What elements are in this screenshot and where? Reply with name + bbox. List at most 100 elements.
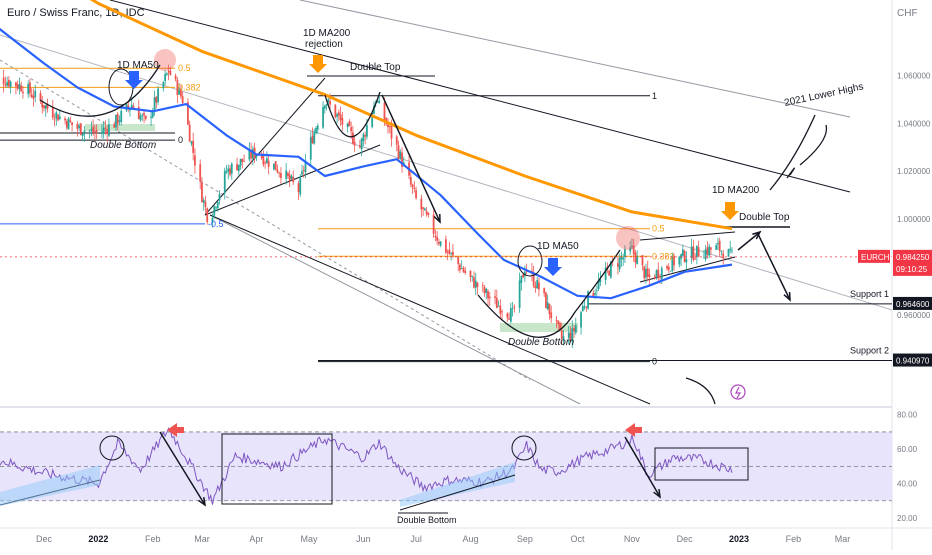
- candle-body: [609, 261, 612, 278]
- rsi-annotation-double-bottom: Double Bottom: [397, 515, 457, 525]
- candle-body: [483, 286, 486, 294]
- candle-body: [494, 296, 496, 298]
- double-bottom-zone-2: [500, 323, 578, 332]
- rsi-line: [0, 427, 733, 505]
- ma50-line: [0, 27, 733, 300]
- candle-body: [353, 141, 356, 146]
- candle-body: [378, 100, 381, 104]
- candle-body: [622, 257, 625, 260]
- x-tick-label: Nov: [624, 534, 641, 544]
- symbol-tag-label: EURCHF: [861, 253, 894, 262]
- candle-body: [206, 208, 209, 222]
- current-price-countdown: 09:10:25: [896, 265, 928, 274]
- rsi-drop-arrow-1-head: [198, 496, 207, 507]
- candle-body: [366, 125, 368, 137]
- candle-body: [241, 158, 244, 162]
- candle-body: [434, 235, 437, 238]
- candle-body: [720, 251, 723, 252]
- candle-body: [22, 91, 24, 94]
- candle-body: [702, 257, 705, 259]
- candle-body: [346, 123, 349, 128]
- candle-body: [518, 280, 521, 308]
- candle-body: [113, 124, 116, 128]
- candle-body: [437, 241, 440, 244]
- candle-body: [64, 118, 66, 121]
- candle-body: [225, 171, 228, 173]
- price-tags: EURCHF 0.984250 09:10:25 0.964600 0.940970: [0, 249, 932, 367]
- candle-body: [659, 276, 661, 278]
- candle-body: [169, 70, 172, 75]
- candle-body: [371, 112, 374, 127]
- candle-body: [671, 255, 674, 271]
- candle-body: [29, 82, 31, 94]
- support-price-tag-label: 0.964600: [896, 300, 930, 309]
- candle-body: [450, 252, 453, 254]
- candle-body: [423, 208, 426, 211]
- candle-body: [229, 168, 231, 175]
- candle-body: [462, 268, 465, 272]
- candle-body: [452, 251, 454, 256]
- drop-arrow-2-head: [783, 291, 791, 302]
- candle-body: [327, 99, 330, 103]
- drop-arrow-1-head: [433, 213, 441, 224]
- candle-body: [678, 256, 681, 265]
- candle-body: [162, 82, 165, 89]
- candle-body: [179, 89, 182, 97]
- candle-body: [53, 119, 56, 121]
- candle-body: [574, 325, 577, 333]
- candle-body: [376, 101, 379, 102]
- rsi-trend-fill-2: [400, 462, 515, 507]
- ma200-down-arrow: [309, 55, 327, 73]
- candle-body: [620, 257, 623, 260]
- candle-body: [409, 177, 412, 185]
- candle-body: [427, 213, 430, 216]
- x-tick-label: Jun: [356, 534, 371, 544]
- candle-body: [585, 307, 588, 308]
- annotation-ma50-2: 1D MA50: [537, 241, 579, 252]
- x-tick-label: Sep: [517, 534, 533, 544]
- candle-body: [383, 102, 386, 121]
- candle-body: [202, 199, 205, 203]
- candle-body: [301, 171, 303, 175]
- candle-body: [230, 163, 233, 174]
- candle-body: [567, 332, 570, 339]
- candle-body: [351, 132, 354, 144]
- candle-body: [692, 246, 695, 260]
- candle-body: [27, 84, 30, 95]
- candle-body: [643, 266, 646, 279]
- candle-body: [546, 302, 549, 310]
- candle-body: [401, 152, 403, 167]
- candle-body: [164, 74, 166, 81]
- annotation-ma200-2: 1D MA200: [712, 185, 760, 196]
- candle-body: [534, 285, 537, 289]
- candle-body: [550, 312, 553, 319]
- candle-body: [523, 271, 526, 277]
- candle-body: [645, 268, 647, 278]
- x-tick-label: Oct: [571, 534, 586, 544]
- x-tick-label: Jul: [410, 534, 422, 544]
- candle-body: [187, 102, 189, 125]
- x-tick-label: Dec: [677, 534, 694, 544]
- candle-body: [108, 124, 110, 136]
- bounce-arrow-head: [752, 230, 762, 240]
- channel-line-dotted: [0, 59, 531, 381]
- support-price-tag-label: 0.940970: [896, 357, 930, 366]
- support-1-label: Support 1: [850, 289, 889, 299]
- candle-body: [287, 172, 289, 176]
- rsi-peak-circle: [99, 435, 125, 461]
- candle-body: [127, 105, 130, 109]
- double-bottom-arc: [39, 64, 161, 117]
- candle-body: [15, 82, 17, 87]
- lightning-icon[interactable]: [730, 384, 746, 400]
- candle-body: [213, 206, 216, 216]
- rsi-range-box: [221, 433, 333, 505]
- breakout-arc-arrow: [786, 167, 795, 179]
- candle-body: [236, 164, 238, 171]
- candle-body: [32, 95, 35, 99]
- cycle-arc: [685, 377, 716, 405]
- candle-body: [641, 255, 644, 266]
- candle-body: [608, 270, 611, 276]
- candle-body: [548, 303, 551, 314]
